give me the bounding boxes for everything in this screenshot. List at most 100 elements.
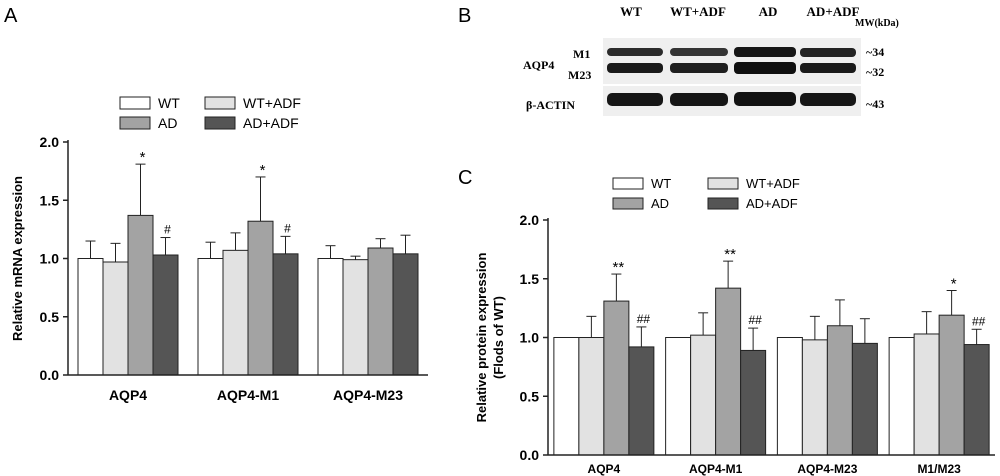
legend-swatch bbox=[204, 116, 236, 130]
y-axis-label: Relative mRNA expression bbox=[10, 176, 25, 341]
category-label: M1/M23 bbox=[917, 462, 961, 476]
y-tick-label: 1.5 bbox=[40, 192, 60, 208]
y-tick-label: 1.5 bbox=[520, 271, 540, 287]
panel-letter-c: C bbox=[458, 167, 472, 189]
legend-label: WT+ADF bbox=[243, 95, 301, 111]
blot-strip-aqp4 bbox=[603, 38, 861, 84]
blot-band-actin bbox=[800, 93, 856, 106]
significance-label: * bbox=[951, 276, 957, 293]
category-label: AQP4-M1 bbox=[217, 387, 279, 403]
legend-swatch bbox=[707, 197, 739, 210]
legend-swatch bbox=[612, 197, 644, 210]
bar bbox=[801, 339, 828, 456]
blot-lane-label: WT+ADF bbox=[670, 4, 726, 19]
y-tick-label: 0.5 bbox=[40, 309, 60, 325]
legend-label: WT bbox=[158, 95, 180, 111]
significance-label: * bbox=[140, 149, 146, 166]
blot-lane-label: WT bbox=[620, 4, 642, 19]
chart-panel-a: * # AQP4 * # AQP4-M1 AQP4-M23 0.0 0.5 1.0 1.5 2.0 Re… bbox=[10, 95, 428, 403]
bar bbox=[553, 337, 580, 456]
panel-letter-b: B bbox=[458, 5, 471, 27]
bar bbox=[152, 254, 179, 376]
bar bbox=[826, 325, 853, 456]
panel-letter-a: A bbox=[4, 5, 18, 27]
bar bbox=[127, 214, 154, 376]
bar bbox=[578, 337, 605, 456]
blot-band-m1 bbox=[607, 48, 663, 56]
significance-label: ## bbox=[637, 312, 651, 326]
bar bbox=[888, 337, 915, 456]
y-tick-label: 2.0 bbox=[520, 212, 540, 228]
y-axis-label: (Flods of WT) bbox=[491, 296, 506, 379]
bar bbox=[690, 334, 717, 456]
bar bbox=[272, 253, 299, 376]
bar bbox=[776, 337, 803, 456]
bar bbox=[317, 258, 344, 376]
bar bbox=[851, 342, 878, 456]
significance-label: # bbox=[164, 223, 171, 237]
y-tick-label: 0.5 bbox=[520, 388, 540, 404]
bar bbox=[367, 247, 394, 376]
blot-lane-label: AD+ADF bbox=[807, 4, 860, 19]
category-label: AQP4 bbox=[109, 387, 147, 403]
western-blot-panel-b: WT WT+ADF AD AD+ADF MW(kDa) AQP4 M1 M23 … bbox=[523, 4, 899, 116]
category-label: AQP4-M23 bbox=[797, 462, 857, 476]
blot-loading-label: β-ACTIN bbox=[526, 98, 575, 112]
bar bbox=[392, 253, 419, 376]
blot-band-actin bbox=[670, 93, 728, 106]
bar bbox=[665, 337, 692, 456]
legend-label: AD bbox=[158, 115, 177, 131]
blot-band-m1 bbox=[670, 48, 728, 56]
blot-band-m1 bbox=[800, 48, 856, 57]
blot-mw-marker: ~34 bbox=[866, 45, 884, 59]
legend-swatch bbox=[707, 177, 739, 190]
bar bbox=[740, 349, 767, 456]
legend-swatch bbox=[119, 116, 151, 130]
legend-swatch bbox=[204, 96, 236, 110]
y-tick-label: 1.0 bbox=[520, 330, 540, 346]
bar bbox=[603, 300, 630, 456]
bar bbox=[938, 314, 965, 456]
blot-mw-label: MW(kDa) bbox=[855, 18, 899, 29]
legend-label: AD+ADF bbox=[243, 115, 299, 131]
bar bbox=[715, 287, 742, 456]
chart-panel-c: ** ## AQP4 ** ## AQP4-M1 AQP4-M23 * ## M1/M23 0.0 0… bbox=[474, 176, 995, 476]
y-tick-label: 1.0 bbox=[40, 251, 60, 267]
category-label: AQP4-M1 bbox=[689, 462, 743, 476]
significance-label: ** bbox=[613, 259, 625, 276]
significance-label: # bbox=[284, 221, 291, 235]
significance-label: ## bbox=[748, 313, 762, 327]
blot-isoform-label-m23: M23 bbox=[568, 68, 591, 82]
y-tick-label: 2.0 bbox=[40, 134, 60, 150]
significance-label: ** bbox=[724, 246, 736, 263]
blot-band-actin bbox=[607, 93, 663, 106]
legend-swatch bbox=[612, 177, 644, 190]
blot-band-m23 bbox=[734, 62, 796, 74]
bar bbox=[102, 261, 129, 376]
blot-mw-marker: ~43 bbox=[866, 97, 884, 111]
significance-label: * bbox=[260, 162, 266, 179]
blot-mw-marker: ~32 bbox=[866, 65, 884, 79]
bar bbox=[963, 344, 990, 456]
bar bbox=[628, 346, 655, 456]
legend-label: WT bbox=[651, 176, 671, 191]
legend-label: AD+ADF bbox=[746, 196, 798, 211]
legend-label: AD bbox=[651, 196, 669, 211]
bar bbox=[222, 249, 249, 376]
blot-isoform-label-m1: M1 bbox=[573, 47, 590, 61]
blot-lane-label: AD bbox=[759, 4, 778, 19]
bar bbox=[197, 258, 224, 376]
blot-band-m23 bbox=[670, 63, 728, 73]
bar bbox=[247, 220, 274, 376]
category-label: AQP4-M23 bbox=[333, 387, 403, 403]
significance-label: ## bbox=[972, 314, 986, 328]
bar bbox=[77, 258, 104, 376]
bar bbox=[913, 333, 940, 456]
y-tick-label: 0.0 bbox=[40, 367, 60, 383]
y-tick-label: 0.0 bbox=[520, 447, 540, 463]
category-label: AQP4 bbox=[588, 462, 621, 476]
blot-band-actin bbox=[734, 92, 796, 106]
blot-band-m1 bbox=[734, 47, 796, 57]
blot-protein-label: AQP4 bbox=[523, 58, 554, 72]
